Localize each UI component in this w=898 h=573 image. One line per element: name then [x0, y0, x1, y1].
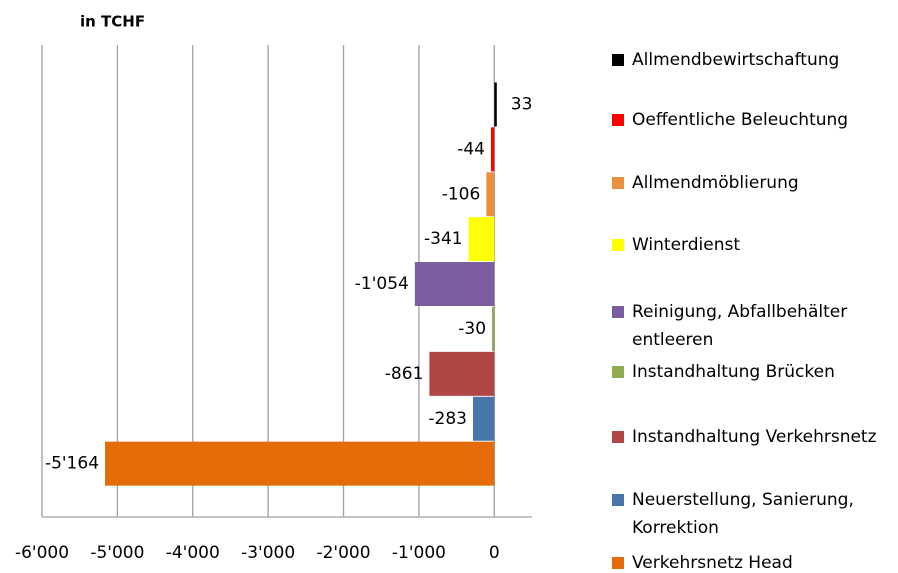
legend-item: Instandhaltung Verkehrsnetz [612, 423, 896, 451]
bar [486, 172, 495, 217]
data-label: 33 [511, 94, 533, 114]
legend-label: Winterdienst [632, 235, 741, 255]
legend-swatch [612, 54, 624, 66]
bar [429, 351, 495, 396]
bar [472, 396, 495, 441]
x-tick-label: -3'000 [241, 543, 295, 563]
data-label: -5'164 [45, 454, 99, 474]
bar [468, 217, 495, 262]
bar [105, 441, 495, 486]
x-tick-label: -4'000 [166, 543, 220, 563]
legend-label: Neuerstellung, Sanierung, Korrektion [632, 490, 854, 538]
data-label: -1'054 [355, 274, 409, 294]
x-tick-label: -1'000 [392, 543, 446, 563]
legend-swatch [612, 431, 624, 443]
legend-item: Verkehrsnetz Head [612, 549, 896, 573]
legend-item: Oeffentliche Beleuchtung [612, 106, 896, 134]
data-label: -861 [385, 364, 424, 384]
x-tick-label: -2'000 [316, 543, 370, 563]
legend-label: Oeffentliche Beleuchtung [632, 110, 849, 130]
legend-label: Instandhaltung Verkehrsnetz [632, 427, 877, 447]
bar [492, 306, 495, 351]
legend-label: Verkehrsnetz Head [632, 553, 793, 573]
x-tick-label: 0 [489, 543, 500, 563]
legend-swatch [612, 557, 624, 569]
legend-item: Allmendmöblierung [612, 169, 896, 197]
legend-label: Allmendmöblierung [632, 173, 799, 193]
data-label: -341 [424, 229, 463, 249]
legend-swatch [612, 494, 624, 506]
data-label: -106 [442, 184, 481, 204]
legend-item: Allmendbewirtschaftung [612, 46, 896, 74]
bar [414, 262, 495, 307]
x-tick-label: -5'000 [90, 543, 144, 563]
bar [494, 82, 497, 127]
legend-swatch [612, 239, 624, 251]
legend-label: Reinigung, Abfallbehälter entleeren [632, 302, 848, 350]
legend-label: Allmendbewirtschaftung [632, 50, 840, 70]
chart-title: in TCHF [80, 13, 145, 31]
data-label: -283 [428, 409, 467, 429]
x-tick-label: -6'000 [15, 543, 69, 563]
legend-item: Reinigung, Abfallbehälter entleeren [612, 298, 896, 354]
data-label: -44 [457, 139, 485, 159]
data-label: -30 [458, 319, 486, 339]
legend-item: Instandhaltung Brücken [612, 358, 896, 386]
legend-item: Winterdienst [612, 231, 896, 259]
legend-swatch [612, 366, 624, 378]
legend-item: Neuerstellung, Sanierung, Korrektion [612, 486, 896, 542]
legend-swatch [612, 306, 624, 318]
legend-swatch [612, 177, 624, 189]
legend-label: Instandhaltung Brücken [632, 362, 835, 382]
legend-swatch [612, 114, 624, 126]
bar [490, 127, 495, 172]
